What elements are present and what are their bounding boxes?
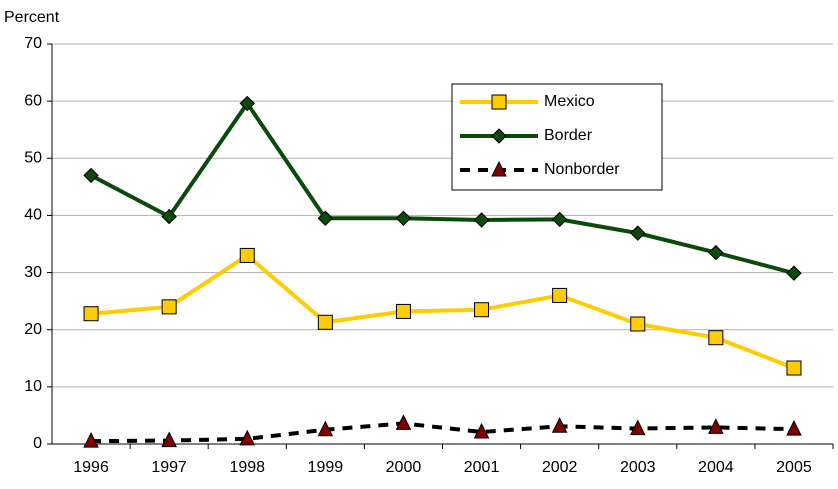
x-tick-label: 2003 xyxy=(620,459,656,476)
y-tick-label: 10 xyxy=(24,378,42,395)
data-point xyxy=(630,316,646,332)
legend-marker xyxy=(491,128,507,144)
y-tick-label: 30 xyxy=(24,264,42,281)
data-point xyxy=(161,299,177,315)
data-point xyxy=(83,306,99,322)
data-point xyxy=(317,210,334,226)
x-tick-label: 2004 xyxy=(698,459,734,476)
y-tick-label: 50 xyxy=(24,150,42,167)
y-tick-label: 40 xyxy=(24,207,42,224)
x-tick-label: 1996 xyxy=(73,459,109,476)
data-point xyxy=(629,419,646,436)
data-point xyxy=(83,432,99,448)
x-tick-label: 2001 xyxy=(464,459,500,476)
y-tick-label: 60 xyxy=(24,92,42,109)
data-point xyxy=(552,287,568,303)
data-point xyxy=(474,302,490,318)
y-axis-label: Percent xyxy=(4,9,60,26)
data-point xyxy=(473,422,490,439)
y-tick-label: 20 xyxy=(24,321,42,338)
x-tick-label: 2002 xyxy=(542,459,578,476)
data-point xyxy=(395,303,411,319)
series-line xyxy=(90,252,795,370)
legend-marker xyxy=(491,160,507,177)
legend-label: Nonborder xyxy=(544,161,620,178)
data-point xyxy=(395,210,412,226)
data-point xyxy=(161,208,177,225)
data-point xyxy=(317,420,334,437)
x-tick-label: 1997 xyxy=(151,459,187,476)
data-point xyxy=(708,330,724,346)
data-point xyxy=(83,167,99,184)
x-tick-label: 2000 xyxy=(386,459,422,476)
data-point xyxy=(630,225,646,241)
data-point xyxy=(473,212,490,228)
series-line xyxy=(91,421,794,444)
data-point xyxy=(239,247,255,263)
x-tick-label: 1999 xyxy=(308,459,344,476)
series-line xyxy=(90,99,795,276)
y-tick-label: 0 xyxy=(33,435,42,452)
data-point xyxy=(317,314,333,330)
legend-label: Mexico xyxy=(544,93,595,110)
y-tick-label: 70 xyxy=(24,35,42,52)
data-point xyxy=(786,420,802,436)
data-point xyxy=(551,211,568,228)
data-point xyxy=(708,244,724,261)
data-point xyxy=(786,265,802,281)
x-tick-label: 2005 xyxy=(776,459,812,476)
data-point xyxy=(395,414,412,430)
data-point xyxy=(161,431,177,448)
data-point xyxy=(786,360,802,376)
data-point xyxy=(239,95,255,112)
data-point xyxy=(551,417,568,433)
legend-marker xyxy=(491,94,507,110)
x-tick-label: 1998 xyxy=(229,459,265,476)
data-point xyxy=(239,429,256,446)
data-point xyxy=(708,418,724,434)
legend-label: Border xyxy=(544,127,593,144)
